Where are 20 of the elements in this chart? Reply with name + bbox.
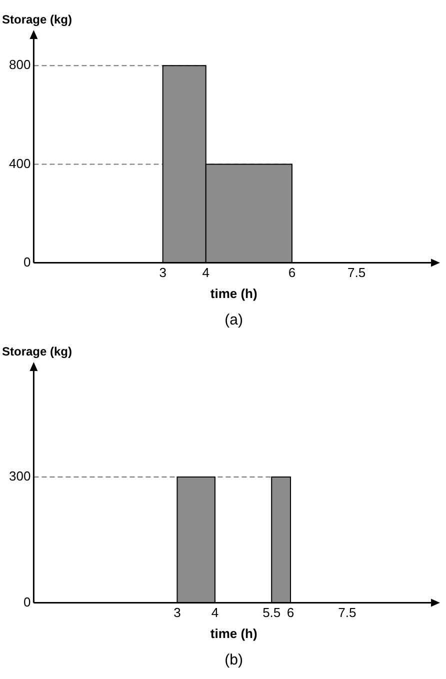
- x-axis-title: time (h): [210, 626, 258, 641]
- x-tick-label: 6: [286, 605, 294, 620]
- text: (a): [224, 312, 244, 329]
- y-tick-label: 300: [8, 468, 31, 484]
- x-tick-label: 4: [202, 265, 210, 280]
- text: (b): [224, 652, 244, 669]
- y-tick-label: 400: [8, 156, 31, 171]
- y-axis-title: Storage (kg): [2, 344, 72, 358]
- y-tick-label: 800: [8, 57, 31, 72]
- x-tick-label: 7.5: [338, 605, 356, 620]
- y-tick-label: 0: [23, 254, 31, 270]
- y-tick-label: 0: [23, 594, 31, 610]
- x-tick-label: 4: [211, 605, 219, 620]
- x-tick-label: 7.5: [347, 265, 366, 280]
- x-tick-label: 3: [159, 265, 166, 280]
- y-axis-title: Storage (kg): [2, 12, 72, 26]
- x-tick-label: 6: [288, 265, 296, 280]
- x-tick-label: 3: [174, 605, 181, 620]
- x-tick-label: 5.5: [262, 605, 281, 620]
- x-axis-title: time (h): [210, 286, 258, 301]
